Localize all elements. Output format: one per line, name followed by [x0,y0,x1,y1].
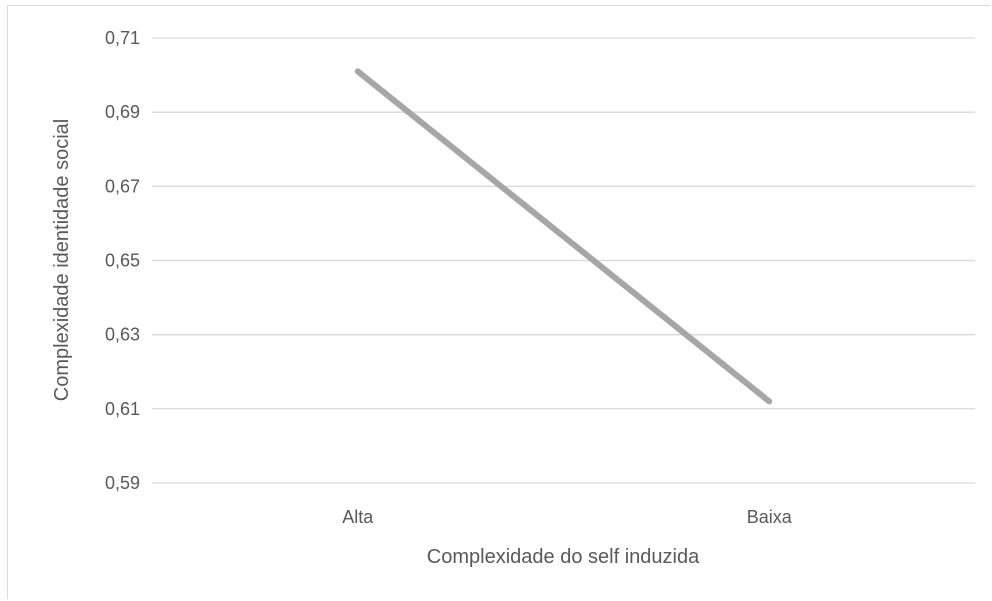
y-tick-label: 0,63 [105,325,140,345]
y-tick-label: 0,67 [105,176,140,196]
y-axis-ticks: 0,71 0,69 0,67 0,65 0,63 0,61 0,59 [105,28,140,493]
y-tick-label: 0,59 [105,473,140,493]
x-tick-label: Baixa [747,507,793,527]
series-line [354,68,773,405]
series-layer [354,68,773,405]
y-tick-label: 0,65 [105,251,140,271]
y-tick-label: 0,69 [105,102,140,122]
x-axis-ticks: Alta Baixa [342,507,793,527]
gridlines [152,37,975,484]
x-axis-title: Complexidade do self induzida [427,546,700,568]
chart-frame [7,5,990,599]
x-tick-label: Alta [342,507,374,527]
y-axis-title: Complexidade identidade social [51,119,73,401]
y-tick-label: 0,71 [105,28,140,48]
y-tick-label: 0,61 [105,399,140,419]
